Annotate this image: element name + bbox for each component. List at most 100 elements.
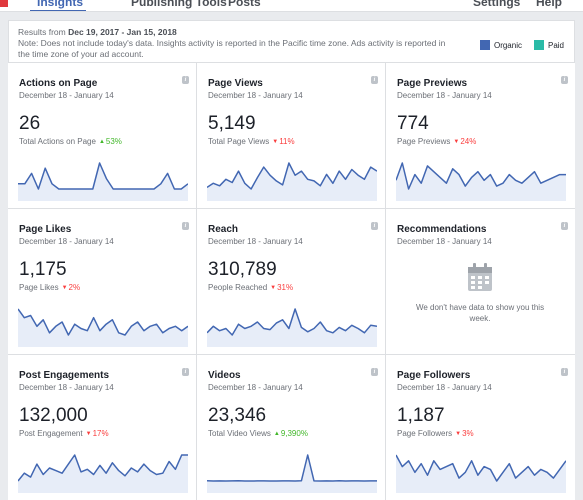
metric-label: Page Previews: [397, 137, 451, 146]
info-icon[interactable]: i: [371, 368, 378, 376]
active-tab-indicator: [30, 10, 86, 11]
results-notice: Results from Dec 19, 2017 - Jan 15, 2018…: [8, 20, 575, 62]
sparkline-chart: [396, 451, 566, 493]
trend-badge: ▼ 24%: [453, 137, 476, 146]
arrow-up-icon: ▲: [98, 138, 105, 145]
sparkline-svg: [207, 308, 377, 347]
sparkline-line: [207, 162, 377, 190]
metric-caption: People Reached ▼ 31%: [208, 283, 293, 292]
card-date-range: December 18 - January 14: [208, 237, 303, 246]
card-title: Reach: [208, 224, 239, 235]
tab-insights[interactable]: Insights: [37, 0, 84, 9]
card-videos[interactable]: Videos December 18 - January 14 i 23,346 …: [197, 355, 385, 500]
sparkline-chart: [207, 159, 377, 201]
sparkline-area: [396, 455, 566, 493]
metric-caption: Page Previews ▼ 24%: [397, 137, 476, 146]
sparkline-chart: [396, 159, 566, 201]
sparkline-area: [396, 163, 566, 201]
metric-label: Total Page Views: [208, 137, 270, 146]
metric-label: Post Engagement: [19, 429, 83, 438]
card-page-views[interactable]: Page Views December 18 - January 14 i 5,1…: [197, 63, 385, 208]
sparkline-line: [18, 162, 188, 190]
card-title: Recommendations: [397, 224, 487, 235]
trend-percent: 2%: [68, 283, 81, 292]
info-icon[interactable]: i: [371, 222, 378, 230]
info-icon[interactable]: i: [182, 368, 189, 376]
metric-value: 26: [19, 113, 41, 134]
trend-badge: ▼ 2%: [62, 283, 81, 292]
card-title: Page Followers: [397, 370, 471, 381]
info-icon[interactable]: i: [182, 76, 189, 84]
trend-badge: ▼ 31%: [270, 283, 293, 292]
metric-caption: Total Actions on Page ▲ 53%: [19, 137, 122, 146]
metric-label: Page Likes: [19, 283, 59, 292]
card-date-range: December 18 - January 14: [397, 91, 492, 100]
sparkline-line: [18, 454, 188, 482]
card-date-range: December 18 - January 14: [19, 237, 114, 246]
card-page-followers[interactable]: Page Followers December 18 - January 14 …: [386, 355, 575, 500]
tab-settings[interactable]: Settings: [473, 0, 521, 9]
trend-percent: 17%: [92, 429, 109, 438]
card-date-range: December 18 - January 14: [19, 383, 114, 392]
sparkline-line: [18, 308, 188, 336]
empty-state-message: We don't have data to show you this week…: [415, 303, 545, 323]
arrow-down-icon: ▼: [455, 430, 462, 437]
trend-badge: ▲ 53%: [99, 137, 122, 146]
card-title: Page Likes: [19, 224, 72, 235]
sparkline-svg: [396, 454, 566, 493]
info-icon[interactable]: i: [561, 222, 568, 230]
metric-label: Page Followers: [397, 429, 453, 438]
card-page-previews[interactable]: Page Previews December 18 - January 14 i…: [386, 63, 575, 208]
trend-percent: 11%: [279, 137, 295, 146]
sparkline-svg: [396, 162, 566, 201]
card-title: Page Previews: [397, 78, 468, 89]
metric-label: People Reached: [208, 283, 268, 292]
sparkline-chart: [207, 305, 377, 347]
metric-value: 774: [397, 113, 429, 134]
sparkline-area: [18, 455, 188, 493]
tab-help[interactable]: Help: [536, 0, 563, 9]
sparkline-svg: [18, 162, 188, 201]
card-reach[interactable]: Reach December 18 - January 14 i 310,789 …: [197, 209, 385, 354]
metric-value: 23,346: [208, 405, 267, 426]
card-title: Actions on Page: [19, 78, 98, 89]
metric-caption: Total Video Views ▲ 9,390%: [208, 429, 308, 438]
chart-legend: Organic Paid: [479, 40, 564, 50]
arrow-up-icon: ▲: [273, 430, 280, 437]
info-icon[interactable]: i: [371, 76, 378, 84]
tab-publishing-tools[interactable]: Publishing Tools: [131, 0, 227, 9]
card-recommendations[interactable]: Recommendations December 18 - January 14…: [386, 209, 575, 354]
tab-posts[interactable]: Posts: [228, 0, 261, 9]
sparkline-line: [396, 454, 566, 482]
card-post-engagements[interactable]: Post Engagements December 18 - January 1…: [8, 355, 196, 500]
info-icon[interactable]: i: [561, 368, 568, 376]
info-icon[interactable]: i: [182, 222, 189, 230]
notice-date-range: Dec 19, 2017 - Jan 15, 2018: [68, 27, 177, 37]
sparkline-area: [207, 309, 377, 347]
trend-percent: 53%: [105, 137, 122, 146]
sparkline-chart: [18, 305, 188, 347]
card-page-likes[interactable]: Page Likes December 18 - January 14 i 1,1…: [8, 209, 196, 354]
metric-label: Total Video Views: [208, 429, 271, 438]
legend-label-paid: Paid: [547, 40, 564, 50]
info-icon[interactable]: i: [561, 76, 568, 84]
card-title: Page Views: [208, 78, 263, 89]
page-top-nav: Insights Publishing Tools Posts Settings…: [0, 0, 583, 12]
trend-percent: 3%: [462, 429, 474, 438]
card-actions-on-page[interactable]: Actions on Page December 18 - January 14…: [8, 63, 196, 208]
metric-caption: Page Likes ▼ 2%: [19, 283, 80, 292]
notice-prefix: Results from: [18, 27, 69, 37]
arrow-down-icon: ▼: [85, 430, 92, 437]
card-title: Post Engagements: [19, 370, 110, 381]
sparkline-svg: [18, 454, 188, 493]
trend-percent: 24%: [460, 137, 477, 146]
trend-badge: ▼ 11%: [272, 137, 294, 146]
legend-swatch-organic: [479, 40, 490, 50]
arrow-down-icon: ▼: [270, 284, 277, 291]
trend-badge: ▼ 3%: [455, 429, 474, 438]
insights-card-grid: Actions on Page December 18 - January 14…: [8, 62, 575, 500]
trend-badge: ▼ 17%: [86, 429, 109, 438]
legend-item-organic: Organic: [479, 40, 522, 50]
arrow-down-icon: ▼: [453, 138, 460, 145]
sparkline-area: [207, 455, 377, 493]
